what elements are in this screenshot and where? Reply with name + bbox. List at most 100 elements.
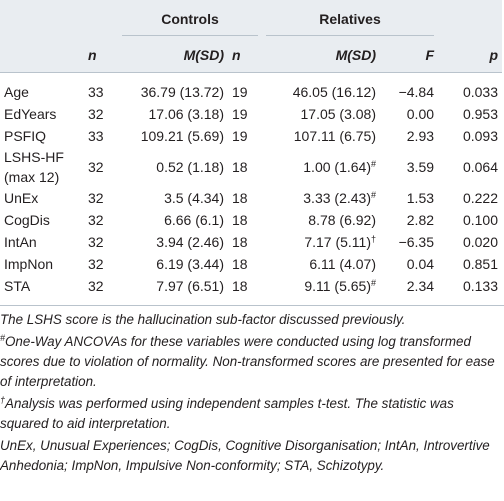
table-cell: 0.064 bbox=[462, 159, 499, 175]
table-cell: 2.34 bbox=[406, 278, 435, 294]
table-cell: 107.11 (6.75) bbox=[293, 128, 376, 144]
table-cell: 0.04 bbox=[406, 256, 435, 272]
group-header-text: Relatives bbox=[266, 11, 435, 36]
table-cell: 18 bbox=[232, 256, 248, 272]
note-text: The LSHS score is the hallucination sub-… bbox=[0, 312, 406, 327]
table-cell: 18 bbox=[232, 234, 248, 250]
table-row: IntAn 32 3.94 (2.46) 18 7.17 (5.11)† −6.35 0.0… bbox=[0, 231, 502, 253]
table-cell: 32 bbox=[88, 190, 104, 206]
group-header: Relatives bbox=[262, 0, 438, 38]
note: UnEx, Unusual Experiences; CogDis, Cogni… bbox=[0, 436, 500, 476]
table-cell: 3.5 (4.34) bbox=[164, 190, 224, 206]
column-header: p bbox=[438, 38, 503, 73]
table-cell: 3.94 (2.46) bbox=[156, 234, 224, 250]
cell-text: 7.17 (5.11) bbox=[304, 234, 371, 250]
table-cell: 32 bbox=[88, 159, 104, 175]
table-cell: 18 bbox=[232, 278, 248, 294]
note-text: One-Way ANCOVAs for these variables were… bbox=[0, 334, 495, 389]
footnote-mark: # bbox=[370, 159, 376, 169]
table-cell: 46.05 (16.12) bbox=[292, 84, 376, 100]
table-cell: 0.093 bbox=[462, 128, 499, 144]
header-cell bbox=[438, 0, 502, 38]
table-cell: 17.05 (3.08) bbox=[300, 106, 377, 122]
footnote-mark: # bbox=[370, 190, 376, 200]
footnote-mark: # bbox=[370, 278, 376, 288]
header-cell bbox=[0, 38, 84, 73]
column-header: M(SD) bbox=[118, 38, 228, 73]
table-cell: 2.93 bbox=[406, 128, 435, 144]
table-cell: 0.851 bbox=[462, 256, 499, 272]
table-cell: 36.79 (13.72) bbox=[140, 84, 224, 100]
table-cell: 3.59 bbox=[406, 159, 435, 175]
table-row: LSHS-HF (max 12) 32 0.52 (1.18) 18 1.00 (1.6… bbox=[0, 147, 502, 187]
table-row: Age 33 36.79 (13.72) 19 46.05 (16.12) −4.84 0.… bbox=[0, 73, 502, 104]
table-row: CogDis 32 6.66 (6.1) 18 8.78 (6.92) 2.82 0.100 bbox=[0, 209, 502, 231]
table-cell: 2.82 bbox=[406, 212, 435, 228]
table-cell: 33 bbox=[88, 84, 104, 100]
row-label: LSHS-HF (max 12) bbox=[4, 149, 64, 185]
table-row: UnEx 32 3.5 (4.34) 18 3.33 (2.43)# 1.53 0.222 bbox=[0, 187, 502, 209]
table-row: PSFIQ 33 109.21 (5.69) 19 107.11 (6.75) 2.93 0… bbox=[0, 125, 502, 147]
row-label: Age bbox=[4, 84, 29, 100]
row-label: PSFIQ bbox=[4, 128, 47, 144]
table-cell: 3.33 (2.43)# bbox=[262, 187, 380, 209]
table-cell: 32 bbox=[88, 256, 104, 272]
table-cell: 18 bbox=[232, 159, 248, 175]
note: †Analysis was performed using independen… bbox=[0, 394, 500, 434]
row-label: UnEx bbox=[4, 190, 39, 206]
table-cell: 0.020 bbox=[462, 234, 499, 250]
table-cell: 6.19 (3.44) bbox=[156, 256, 224, 272]
table-cell: 19 bbox=[232, 106, 248, 122]
column-header: F bbox=[380, 38, 439, 73]
cell-text: 1.00 (1.64) bbox=[303, 159, 371, 175]
table-row: EdYears 32 17.06 (3.18) 19 17.05 (3.08) 0.00 0… bbox=[0, 103, 502, 125]
table-cell: 32 bbox=[88, 212, 104, 228]
header-cell bbox=[0, 0, 84, 38]
table-cell: −6.35 bbox=[398, 234, 435, 250]
row-label: EdYears bbox=[4, 106, 57, 122]
table-cell: 1.00 (1.64)# bbox=[262, 147, 380, 187]
table-cell: 32 bbox=[88, 106, 104, 122]
column-header: M(SD) bbox=[262, 38, 380, 73]
row-label: ImpNon bbox=[4, 256, 54, 272]
table-cell: 7.17 (5.11)† bbox=[262, 231, 380, 253]
group-header-row: Controls Relatives bbox=[0, 0, 503, 38]
table-cell: 17.06 (3.18) bbox=[148, 106, 225, 122]
note: The LSHS score is the hallucination sub-… bbox=[0, 310, 500, 330]
group-header: Controls bbox=[118, 0, 262, 38]
table-row: ImpNon 32 6.19 (3.44) 18 6.11 (4.07) 0.04 0.85… bbox=[0, 253, 502, 275]
table-row: STA 32 7.97 (6.51) 18 9.11 (5.65)# 2.34 0.133 bbox=[0, 275, 502, 297]
table-cell: 8.78 (6.92) bbox=[308, 212, 376, 228]
column-header: n bbox=[84, 38, 118, 73]
table-notes: The LSHS score is the hallucination sub-… bbox=[0, 305, 504, 476]
table-cell: 32 bbox=[88, 278, 104, 294]
table-cell: 6.66 (6.1) bbox=[164, 212, 224, 228]
table-cell: 0.52 (1.18) bbox=[156, 159, 224, 175]
table-cell: 32 bbox=[88, 234, 104, 250]
cell-text: 3.33 (2.43) bbox=[303, 190, 371, 206]
table-cell: 1.53 bbox=[406, 190, 435, 206]
table-cell: 19 bbox=[232, 128, 248, 144]
table-cell: 109.21 (5.69) bbox=[140, 128, 224, 144]
table-cell: 7.97 (6.51) bbox=[156, 278, 224, 294]
note-text: UnEx, Unusual Experiences; CogDis, Cogni… bbox=[0, 438, 490, 473]
table-cell: 18 bbox=[232, 212, 248, 228]
column-header: n bbox=[228, 38, 262, 73]
table-cell: −4.84 bbox=[398, 84, 435, 100]
note: #One-Way ANCOVAs for these variables wer… bbox=[0, 332, 500, 392]
table-cell: 0.100 bbox=[462, 212, 499, 228]
table-cell: 0.222 bbox=[462, 190, 499, 206]
table-cell: 18 bbox=[232, 190, 248, 206]
group-header-text: Controls bbox=[122, 11, 258, 36]
table-cell: 0.953 bbox=[462, 106, 499, 122]
table-cell: 9.11 (5.65)# bbox=[262, 275, 380, 297]
footnote-mark: † bbox=[0, 395, 6, 405]
table-cell: 0.133 bbox=[462, 278, 499, 294]
table-cell: 33 bbox=[88, 128, 104, 144]
footnote-mark: # bbox=[0, 333, 6, 343]
row-label: IntAn bbox=[4, 234, 37, 250]
cell-text: 9.11 (5.65) bbox=[304, 278, 371, 294]
